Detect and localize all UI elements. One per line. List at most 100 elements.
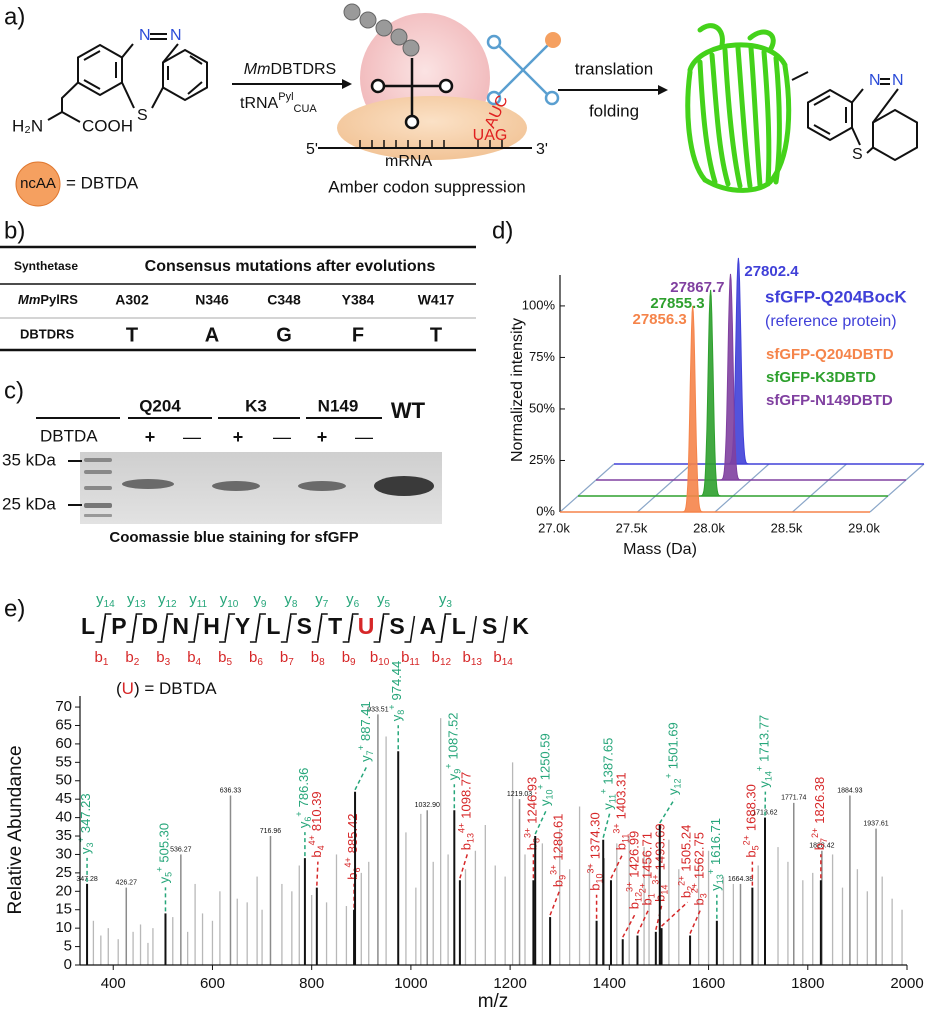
ion-mz: 1098.77 [459,772,474,819]
residue: H [203,613,220,639]
cleavage-mark [249,615,261,643]
ion-mz: 1505.24 [679,825,694,872]
ion-mz: 1456.71 [640,832,655,879]
ion-index: 8 [532,838,542,843]
y-tick-label: 0% [536,503,555,518]
group-label: Q204 [139,396,181,415]
b-ion-label: b2 [125,649,139,668]
y-axis-label: Relative Abundance [5,745,26,914]
ion-index: 12 [634,892,644,902]
fragment-label: y9+1087.52 [444,712,463,780]
ion-mz: 887.41 [358,701,373,741]
peak [715,273,746,481]
ncaa: ncAA [20,175,56,192]
legend-part: U [122,679,134,698]
fragment-label: y13+1616.71 [706,818,725,891]
leader-line [610,853,624,879]
x-tick-label: 1400 [593,975,626,992]
group-label: K3 [245,396,267,415]
depth-grid-line [637,463,692,513]
ion: y [666,788,681,795]
ion-index: 10 [227,599,239,610]
ion: b [459,843,474,850]
trna-black [370,58,454,130]
table-cell: W417 [418,292,455,308]
ion-mz: 1562.75 [692,832,707,879]
ion-index: 13 [466,833,476,843]
ion-index: 12 [440,657,452,668]
ion: y [284,591,292,608]
caption: Coomassie blue staining for sfGFP [109,529,358,546]
ion: b [401,649,409,666]
y-tick-label: 40 [55,809,72,826]
ion-mz: 1713.77 [757,715,772,762]
b-ion-label: b10 [370,649,390,668]
fragment-label: b123+ 1426.99 [625,831,644,910]
ion-mz: 1501.69 [666,722,681,769]
ion-mz: 1387.65 [601,738,616,785]
ion-index: 8 [319,657,325,668]
ion: y [346,591,354,608]
ion-mz: 1426.99 [627,831,642,878]
ion-index: 14 [104,599,116,610]
leader-line [636,909,650,934]
ion: b [94,649,102,666]
depth-grid-line [714,463,770,513]
peak-label: 27802.4 [744,263,799,280]
ion-mz: 1250.59 [538,733,553,780]
y-tick-label: 20 [55,882,72,899]
step: folding [589,101,639,120]
ion-charge: + [599,789,609,794]
leader-line [316,861,319,886]
codon-ticks [359,140,503,148]
ion-index: 5 [385,599,391,610]
y-ion-label: y14 [96,591,115,610]
arrowhead [342,79,352,89]
ion: b [280,649,288,666]
peak-label: 1828.42 [809,843,834,850]
fragment-label: y6+786.36 [294,768,313,829]
ion: y [446,773,461,780]
peak-label: 1937.61 [863,821,888,828]
legend-part: ( [116,679,122,698]
ion: b [627,902,642,909]
ion-charge: + [444,763,454,768]
enzyme-name: DBTDRS [270,61,336,78]
minus: — [273,427,291,447]
ion-index: 4 [316,845,326,850]
trna-sub: CUA [294,103,318,115]
x-tick-label: 27.0k [538,520,570,535]
ion-index: 8 [292,599,298,610]
leader-line [354,765,368,791]
legend-part: ) = DBTDA [134,679,217,698]
ion: b [311,649,319,666]
ion-charge: + [706,869,716,874]
trna: tRNAPylCUA [240,91,317,115]
fragment-label: b83+ 1246.93 [523,777,542,851]
leader-line [622,912,637,938]
ion-index: 9 [453,769,463,774]
ion-charge: 4+ [343,857,353,867]
arrowhead [658,85,668,95]
ion-mz: 974.44 [390,661,405,701]
ion-index: 3 [165,657,171,668]
leader-line [602,813,611,838]
ion-mz: 1403.31 [614,772,629,819]
ion-index: 14 [502,657,514,668]
ion: b [493,649,501,666]
fragment-label: b72+ 1826.38 [810,777,829,851]
plus: + [233,427,244,447]
ion-index: 5 [226,657,232,668]
ion-index: 7 [365,750,375,755]
ion-mz: 347.23 [78,793,93,833]
atom: N [170,27,182,44]
ion-mz: 810.39 [309,791,324,831]
x-tick-label: 27.5k [616,520,648,535]
group-label: N149 [318,396,359,415]
ion-charge: + [755,766,765,771]
y-ion-label: y5 [377,591,391,610]
ion-mz: 1616.71 [708,818,723,865]
table-cell: A302 [115,292,149,308]
leader-line [459,854,469,879]
